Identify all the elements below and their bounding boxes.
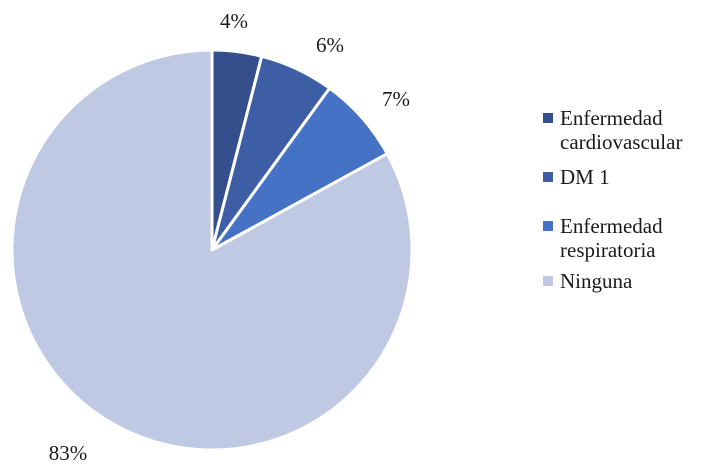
legend-label-line1: Enfermedad: [560, 214, 663, 238]
data-label-dm-1: 6%: [316, 33, 344, 57]
legend-label-line1: Ninguna: [560, 269, 633, 293]
data-label-enfermedad-respiratoria: 7%: [382, 87, 410, 111]
legend-label-line2: respiratoria: [560, 238, 656, 262]
legend-swatch: [543, 113, 553, 123]
legend-label-line1: DM 1: [560, 165, 610, 189]
data-label-enfermedad-cardiovascular: 4%: [220, 9, 248, 33]
legend-item-enfermedad-cardiovascular: Enfermedad cardiovascular: [540, 106, 725, 154]
pie-data-labels: 4% 6% 7% 83%: [49, 9, 410, 464]
legend-swatch: [543, 172, 553, 182]
data-label-ninguna: 83%: [49, 441, 88, 464]
legend-label-line1: Enfermedad: [560, 106, 663, 130]
pie-slice-ninguna: [10, 48, 414, 452]
legend: Enfermedad cardiovascular DM 1 Enfermeda…: [540, 106, 725, 293]
legend-item-ninguna: Ninguna: [540, 269, 725, 293]
legend-swatch: [543, 276, 553, 286]
legend-label-line2: cardiovascular: [560, 130, 683, 154]
legend-item-enfermedad-respiratoria: Enfermedad respiratoria: [540, 214, 725, 262]
pie-slices: [10, 48, 414, 452]
legend-swatch: [543, 221, 553, 231]
legend-item-dm-1: DM 1: [540, 165, 725, 189]
